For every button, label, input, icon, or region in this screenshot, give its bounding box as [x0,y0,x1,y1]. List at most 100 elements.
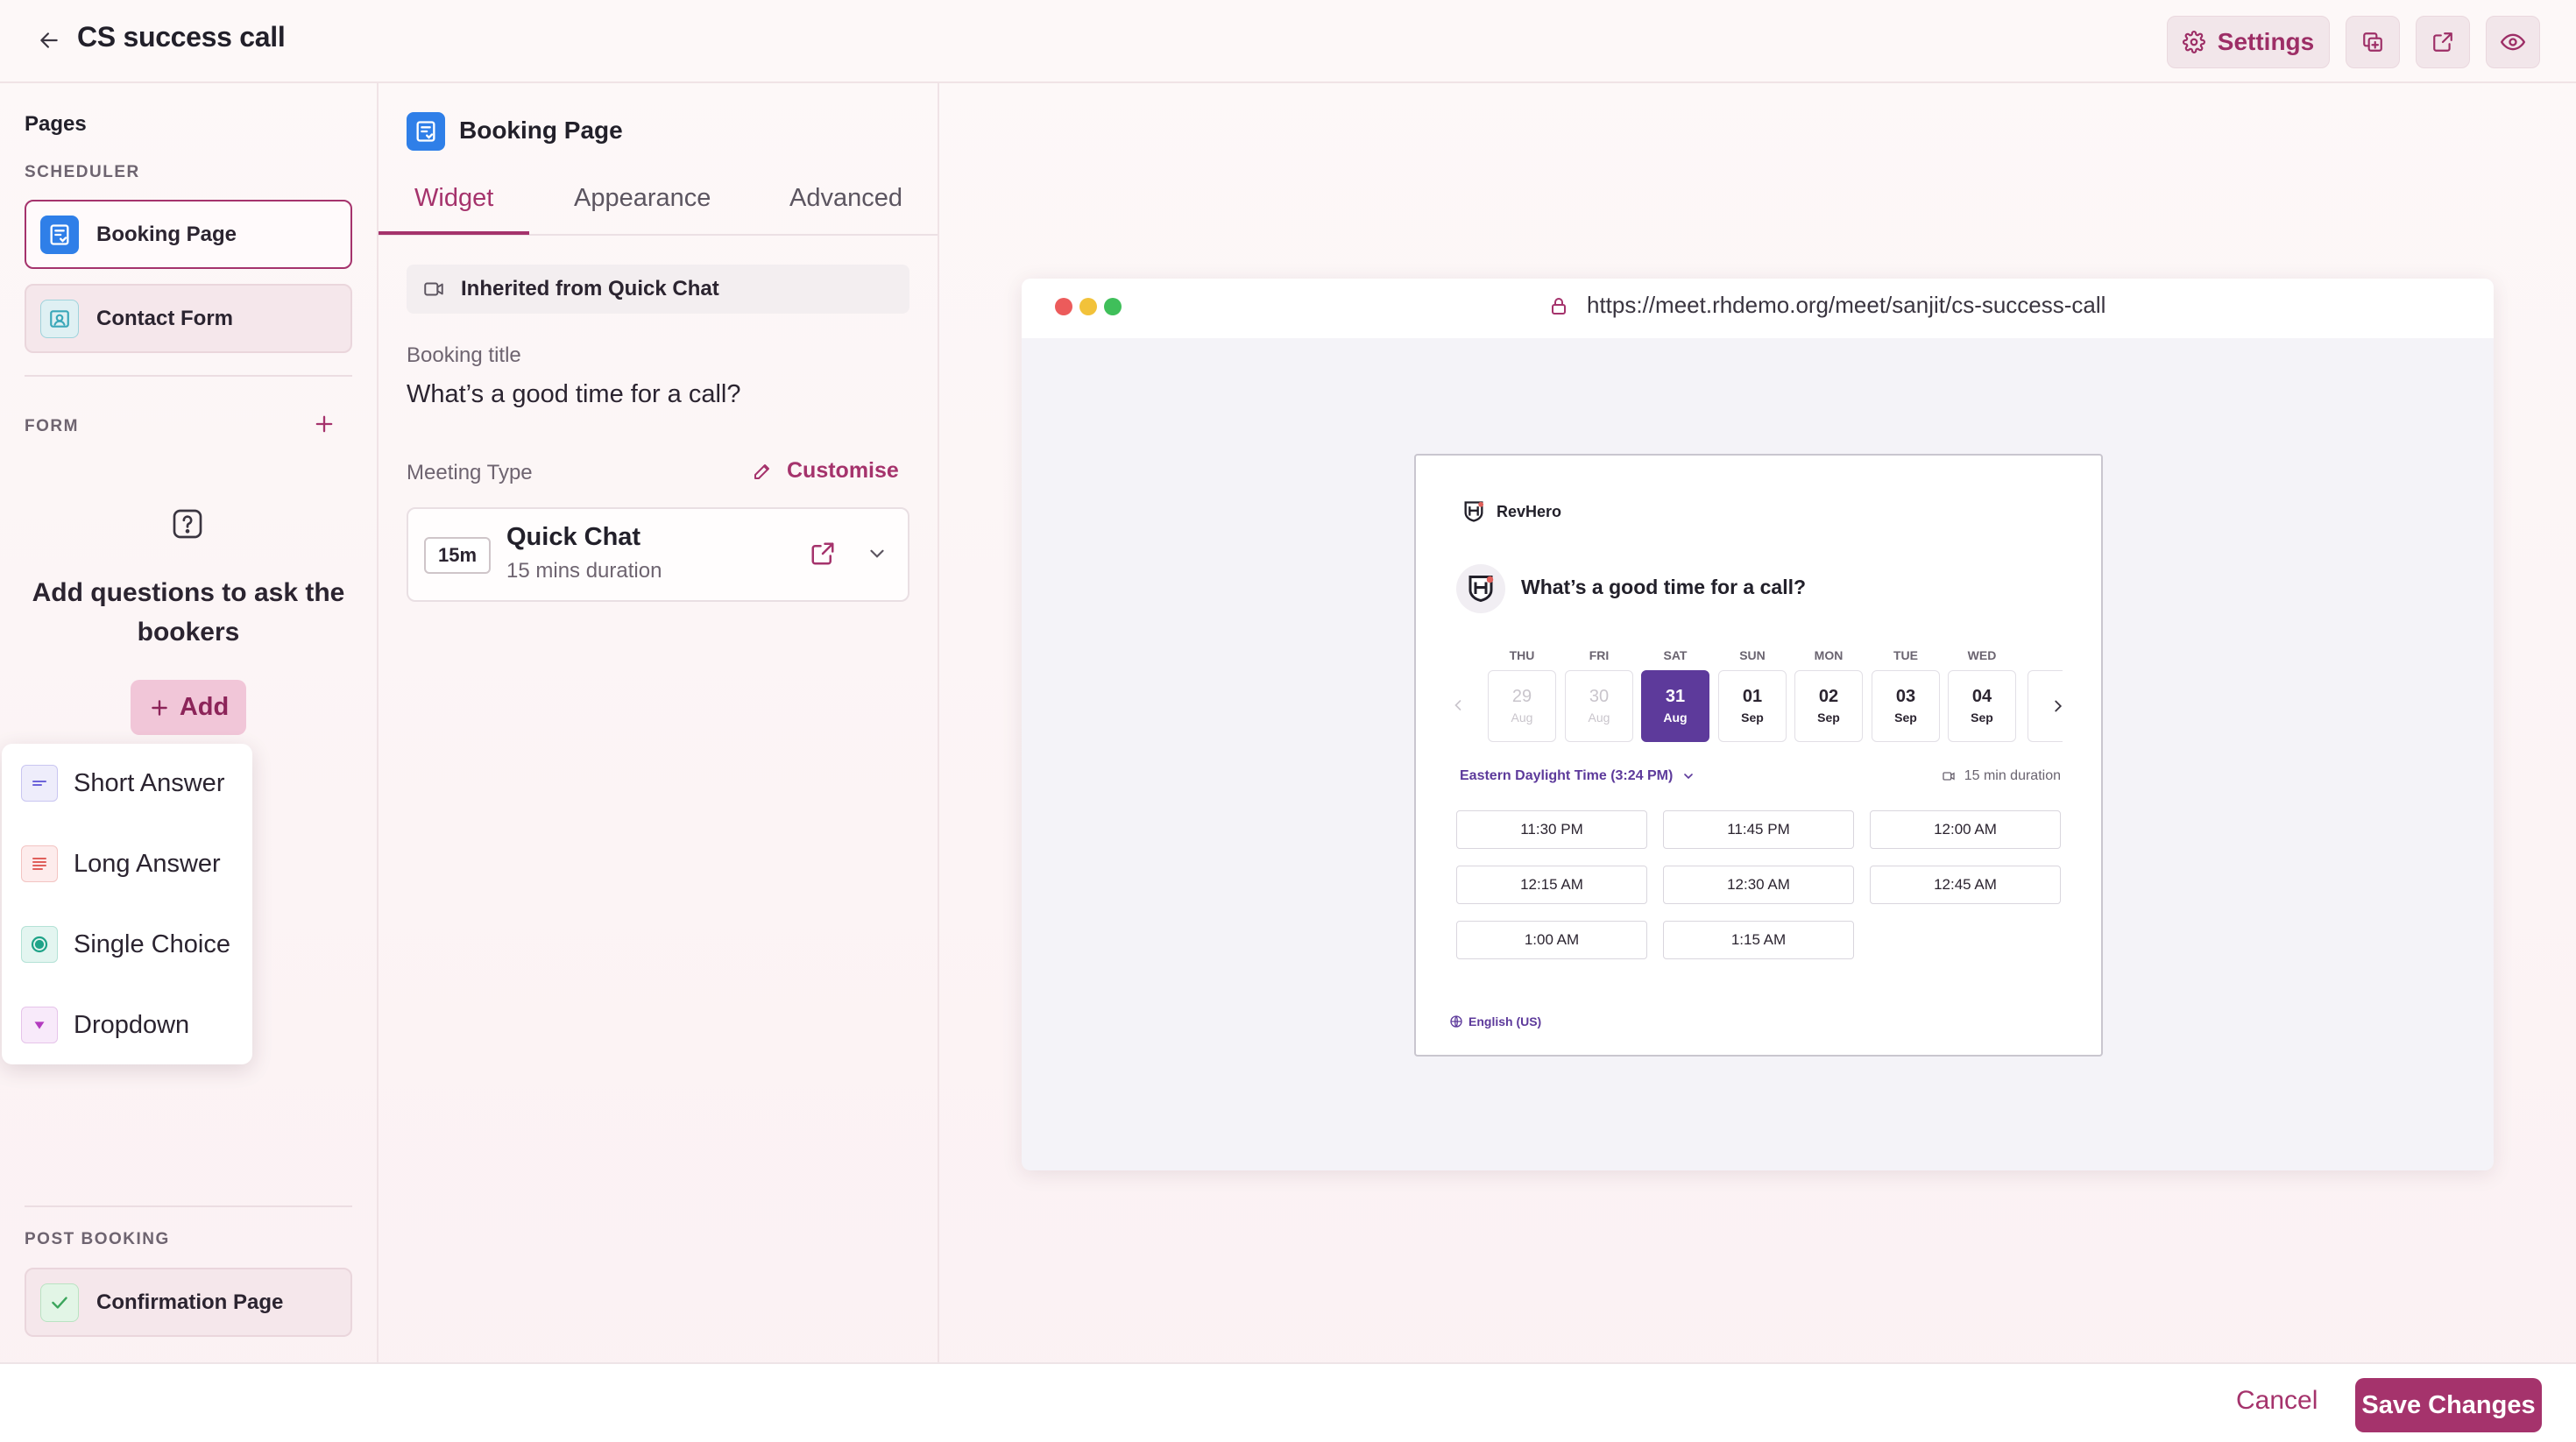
external-link-icon [2433,32,2452,52]
duplicate-icon [2363,32,2382,52]
add-question-button[interactable]: Add [131,680,246,735]
question-type-menu: Short Answer Long Answer Single Choice D… [2,744,252,1064]
day-month: Aug [1511,710,1533,725]
day-of-week-label: WED [1967,648,1997,662]
day-button[interactable]: 01 Sep [1718,670,1787,742]
time-slot-button[interactable]: 12:00 AM [1870,810,2061,849]
back-button[interactable] [32,23,67,58]
chevron-right-icon [2055,700,2063,712]
menu-item-short-answer[interactable]: Short Answer [21,757,224,809]
day-button[interactable]: 04 Sep [1948,670,2016,742]
chevron-left-icon [1454,700,1461,710]
globe-icon [1450,1015,1462,1028]
time-slot-button[interactable]: 12:30 AM [1663,866,1854,904]
long-answer-icon [21,845,58,882]
widget-duration: 15 min duration [1942,768,2061,784]
menu-item-single-choice[interactable]: Single Choice [21,918,230,971]
video-icon [424,282,443,296]
save-changes-button[interactable]: Save Changes [2355,1378,2542,1432]
booking-title-label: Booking title [407,343,521,367]
day-button[interactable]: 02 Sep [1794,670,1863,742]
meeting-type-card[interactable]: 15m Quick Chat 15 mins duration [407,507,909,602]
sidebar-item-label: Confirmation Page [96,1290,284,1314]
timezone-selector[interactable]: Eastern Daylight Time (3:24 PM) [1460,768,1695,784]
day-month: Sep [1971,710,1993,725]
day-of-week-label: THU [1509,648,1535,662]
form-caption: FORM [25,417,79,435]
prev-week-button[interactable] [1449,696,1467,714]
video-icon [1943,772,1955,781]
gear-icon [2182,31,2205,53]
menu-item-long-answer[interactable]: Long Answer [21,838,221,890]
timezone-label: Eastern Daylight Time (3:24 PM) [1460,768,1674,783]
revhero-logo-icon [1464,501,1484,522]
meeting-duration: 15 mins duration [506,559,662,583]
day-number: 30 [1589,687,1610,706]
tab-advanced[interactable]: Advanced [789,184,902,212]
language-selector[interactable]: English (US) [1449,1014,1541,1028]
sidebar-item-contact-form[interactable]: Contact Form [25,284,352,353]
meeting-type-label: Meeting Type [407,461,533,484]
booking-title-field[interactable]: What’s a good time for a call? [407,380,741,408]
next-day-peek [2028,670,2063,742]
duration-badge: 15m [424,537,491,574]
url-text: https://meet.rhdemo.org/meet/sanjit/cs-s… [1587,292,2106,318]
sidebar-item-confirmation-page[interactable]: Confirmation Page [25,1268,352,1337]
booking-widget: RevHero What’s a good time for a call? T… [1414,454,2103,1057]
arrow-left-icon [40,32,58,48]
time-slot-button[interactable]: 12:15 AM [1456,866,1647,904]
revhero-logo-icon [1468,576,1494,603]
menu-item-dropdown[interactable]: Dropdown [21,999,189,1051]
day-month: Sep [1817,710,1840,725]
widget-title: What’s a good time for a call? [1521,576,1807,598]
open-meeting-button[interactable] [810,541,836,567]
time-slot-button[interactable]: 11:30 PM [1456,810,1647,849]
cancel-button[interactable]: Cancel [2236,1386,2318,1415]
tab-widget[interactable]: Widget [414,184,494,212]
settings-button[interactable]: Settings [2167,16,2330,68]
post-booking-caption: POST BOOKING [25,1230,170,1248]
booking-page-icon [40,215,79,254]
eye-icon [2501,33,2525,51]
day-number: 01 [1742,687,1763,706]
duplicate-button[interactable] [2346,16,2400,68]
address-bar: https://meet.rhdemo.org/meet/sanjit/cs-s… [1548,292,2105,319]
pages-heading: Pages [25,112,87,136]
preview-button[interactable] [2486,16,2540,68]
add-form-button[interactable] [312,412,336,436]
window-minimize-dot [1079,298,1097,315]
day-number: 31 [1665,687,1686,706]
widget-brand: RevHero [1461,499,1561,524]
empty-state-title: Add questions to ask the bookers [32,578,345,647]
settings-panel [379,83,939,1362]
window-close-dot [1055,298,1072,315]
day-button[interactable]: 03 Sep [1872,670,1940,742]
short-answer-icon [21,765,58,802]
day-month: Sep [1894,710,1917,725]
panel-title: Booking Page [459,117,623,144]
menu-item-label: Single Choice [74,930,230,958]
customise-button[interactable]: Customise [752,458,899,484]
time-slot-button[interactable]: 11:45 PM [1663,810,1854,849]
menu-item-label: Dropdown [74,1010,190,1039]
menu-item-label: Short Answer [74,768,225,797]
sidebar-divider [25,375,352,377]
expand-meeting-button[interactable] [866,542,888,565]
day-button[interactable]: 31 Aug [1641,670,1709,742]
day-of-week-label: SUN [1739,648,1766,662]
widget-duration-label: 15 min duration [1964,768,2061,783]
tab-appearance[interactable]: Appearance [574,184,711,212]
browser-bar: https://meet.rhdemo.org/meet/sanjit/cs-s… [1022,279,2494,338]
add-question-label: Add [179,693,230,721]
menu-item-label: Long Answer [74,849,221,878]
share-button[interactable] [2416,16,2470,68]
inherited-label: Inherited from Quick Chat [461,277,719,300]
sidebar-item-booking-page[interactable]: Booking Page [25,200,352,269]
time-slot-button[interactable]: 1:15 AM [1663,921,1854,959]
active-tab-indicator [379,231,529,235]
time-slot-button[interactable]: 1:00 AM [1456,921,1647,959]
next-week-button[interactable] [2049,696,2068,716]
time-slot-button[interactable]: 12:45 AM [1870,866,2061,904]
meeting-name: Quick Chat [506,523,641,551]
day-month: Aug [1663,710,1688,725]
